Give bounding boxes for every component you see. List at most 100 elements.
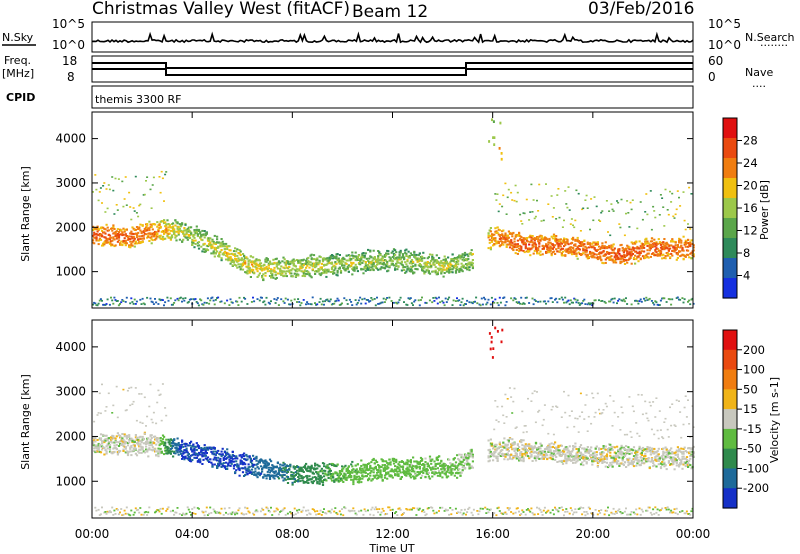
echo-cell [336,474,339,476]
echo-cell [533,242,536,245]
echo-cell [663,297,666,300]
echo-cell [142,450,145,453]
echo-cell [610,298,613,301]
echo-cell [230,462,233,465]
echo-cell [270,268,273,271]
echo-cell [268,478,272,480]
echo-cell [257,274,260,277]
echo-cell [270,275,273,278]
echo-cell [155,237,158,240]
echo-cell [294,513,297,516]
echo-cell [436,273,439,276]
echo-cell [154,223,157,226]
echo-cell [203,236,206,239]
echo-cell [310,276,313,279]
echo-cell [249,457,252,460]
echo-cell [368,462,371,465]
echo-cell [601,244,604,247]
echo-cell [315,513,318,516]
echo-cell [182,238,185,241]
echo-cell [128,436,131,438]
echo-cell [659,251,663,254]
echo-cell [378,302,381,305]
echo-cell [164,407,167,409]
echo-cell [307,256,310,259]
echo-cell [95,237,98,240]
echo-cell [351,251,354,254]
echo-cell [488,140,491,143]
echo-cell [348,265,352,268]
echo-cell [323,271,326,274]
echo-cell [113,450,116,453]
echo-cell [362,463,365,466]
echo-cell [323,462,326,465]
echo-cell [227,456,230,459]
echo-cell [119,450,122,453]
echo-cell [613,259,616,262]
echo-cell [394,258,397,261]
echo-cell [218,464,221,467]
echo-cell [383,476,387,479]
echo-cell [534,215,537,218]
echo-cell [203,301,206,304]
echo-cell [129,450,132,453]
echo-cell [679,246,682,249]
echo-cell [134,447,137,450]
echo-cell [538,183,541,186]
echo-cell [655,244,658,247]
echo-cell [320,514,323,516]
echo-cell [138,242,141,245]
freq-label-2: [MHz] [2,67,34,80]
echo-cell [196,507,199,509]
echo-cell [150,437,153,439]
echo-cell [612,248,615,251]
echo-cell [155,443,158,446]
echo-cell [396,514,399,516]
echo-cell [284,514,287,516]
echo-cell [299,474,302,477]
nave-tick-top: 60 [708,54,723,68]
echo-cell [612,251,615,254]
echo-cell [408,469,411,472]
echo-cell [683,255,686,258]
echo-cell [172,225,175,228]
echo-cell [170,450,174,453]
echo-cell [621,256,624,259]
echo-cell [355,478,358,481]
range-tick-label: 1000 [55,265,86,279]
echo-cell [110,227,113,230]
echo-cell [671,239,674,242]
echo-cell [130,444,133,447]
echo-cell [206,297,209,300]
echo-cell [363,466,366,469]
echo-cell [272,276,275,279]
echo-cell [205,452,208,454]
echo-cell [516,234,519,237]
echo-cell [410,259,414,261]
echo-cell [441,264,444,267]
echo-cell [413,507,416,510]
echo-cell [421,255,424,258]
echo-cell [97,234,100,236]
noise-search-label: N.Search [745,31,795,44]
echo-cell [140,237,143,240]
echo-cell [283,477,286,480]
echo-cell [252,454,255,457]
echo-cell [241,467,245,470]
echo-cell [412,456,415,459]
echo-cell [212,250,215,253]
echo-cell [116,209,119,211]
echo-cell [403,269,406,271]
echo-cell [248,465,251,468]
echo-cell [512,231,515,234]
echo-cell [187,508,190,511]
velocity-scatter-layer [92,326,695,517]
echo-cell [448,296,451,299]
echo-cell [98,392,101,395]
echo-cell [115,385,118,388]
echo-cell [351,304,354,306]
echo-cell [271,275,274,278]
echo-cell [246,472,249,475]
echo-cell [305,263,308,266]
echo-cell [146,223,149,225]
